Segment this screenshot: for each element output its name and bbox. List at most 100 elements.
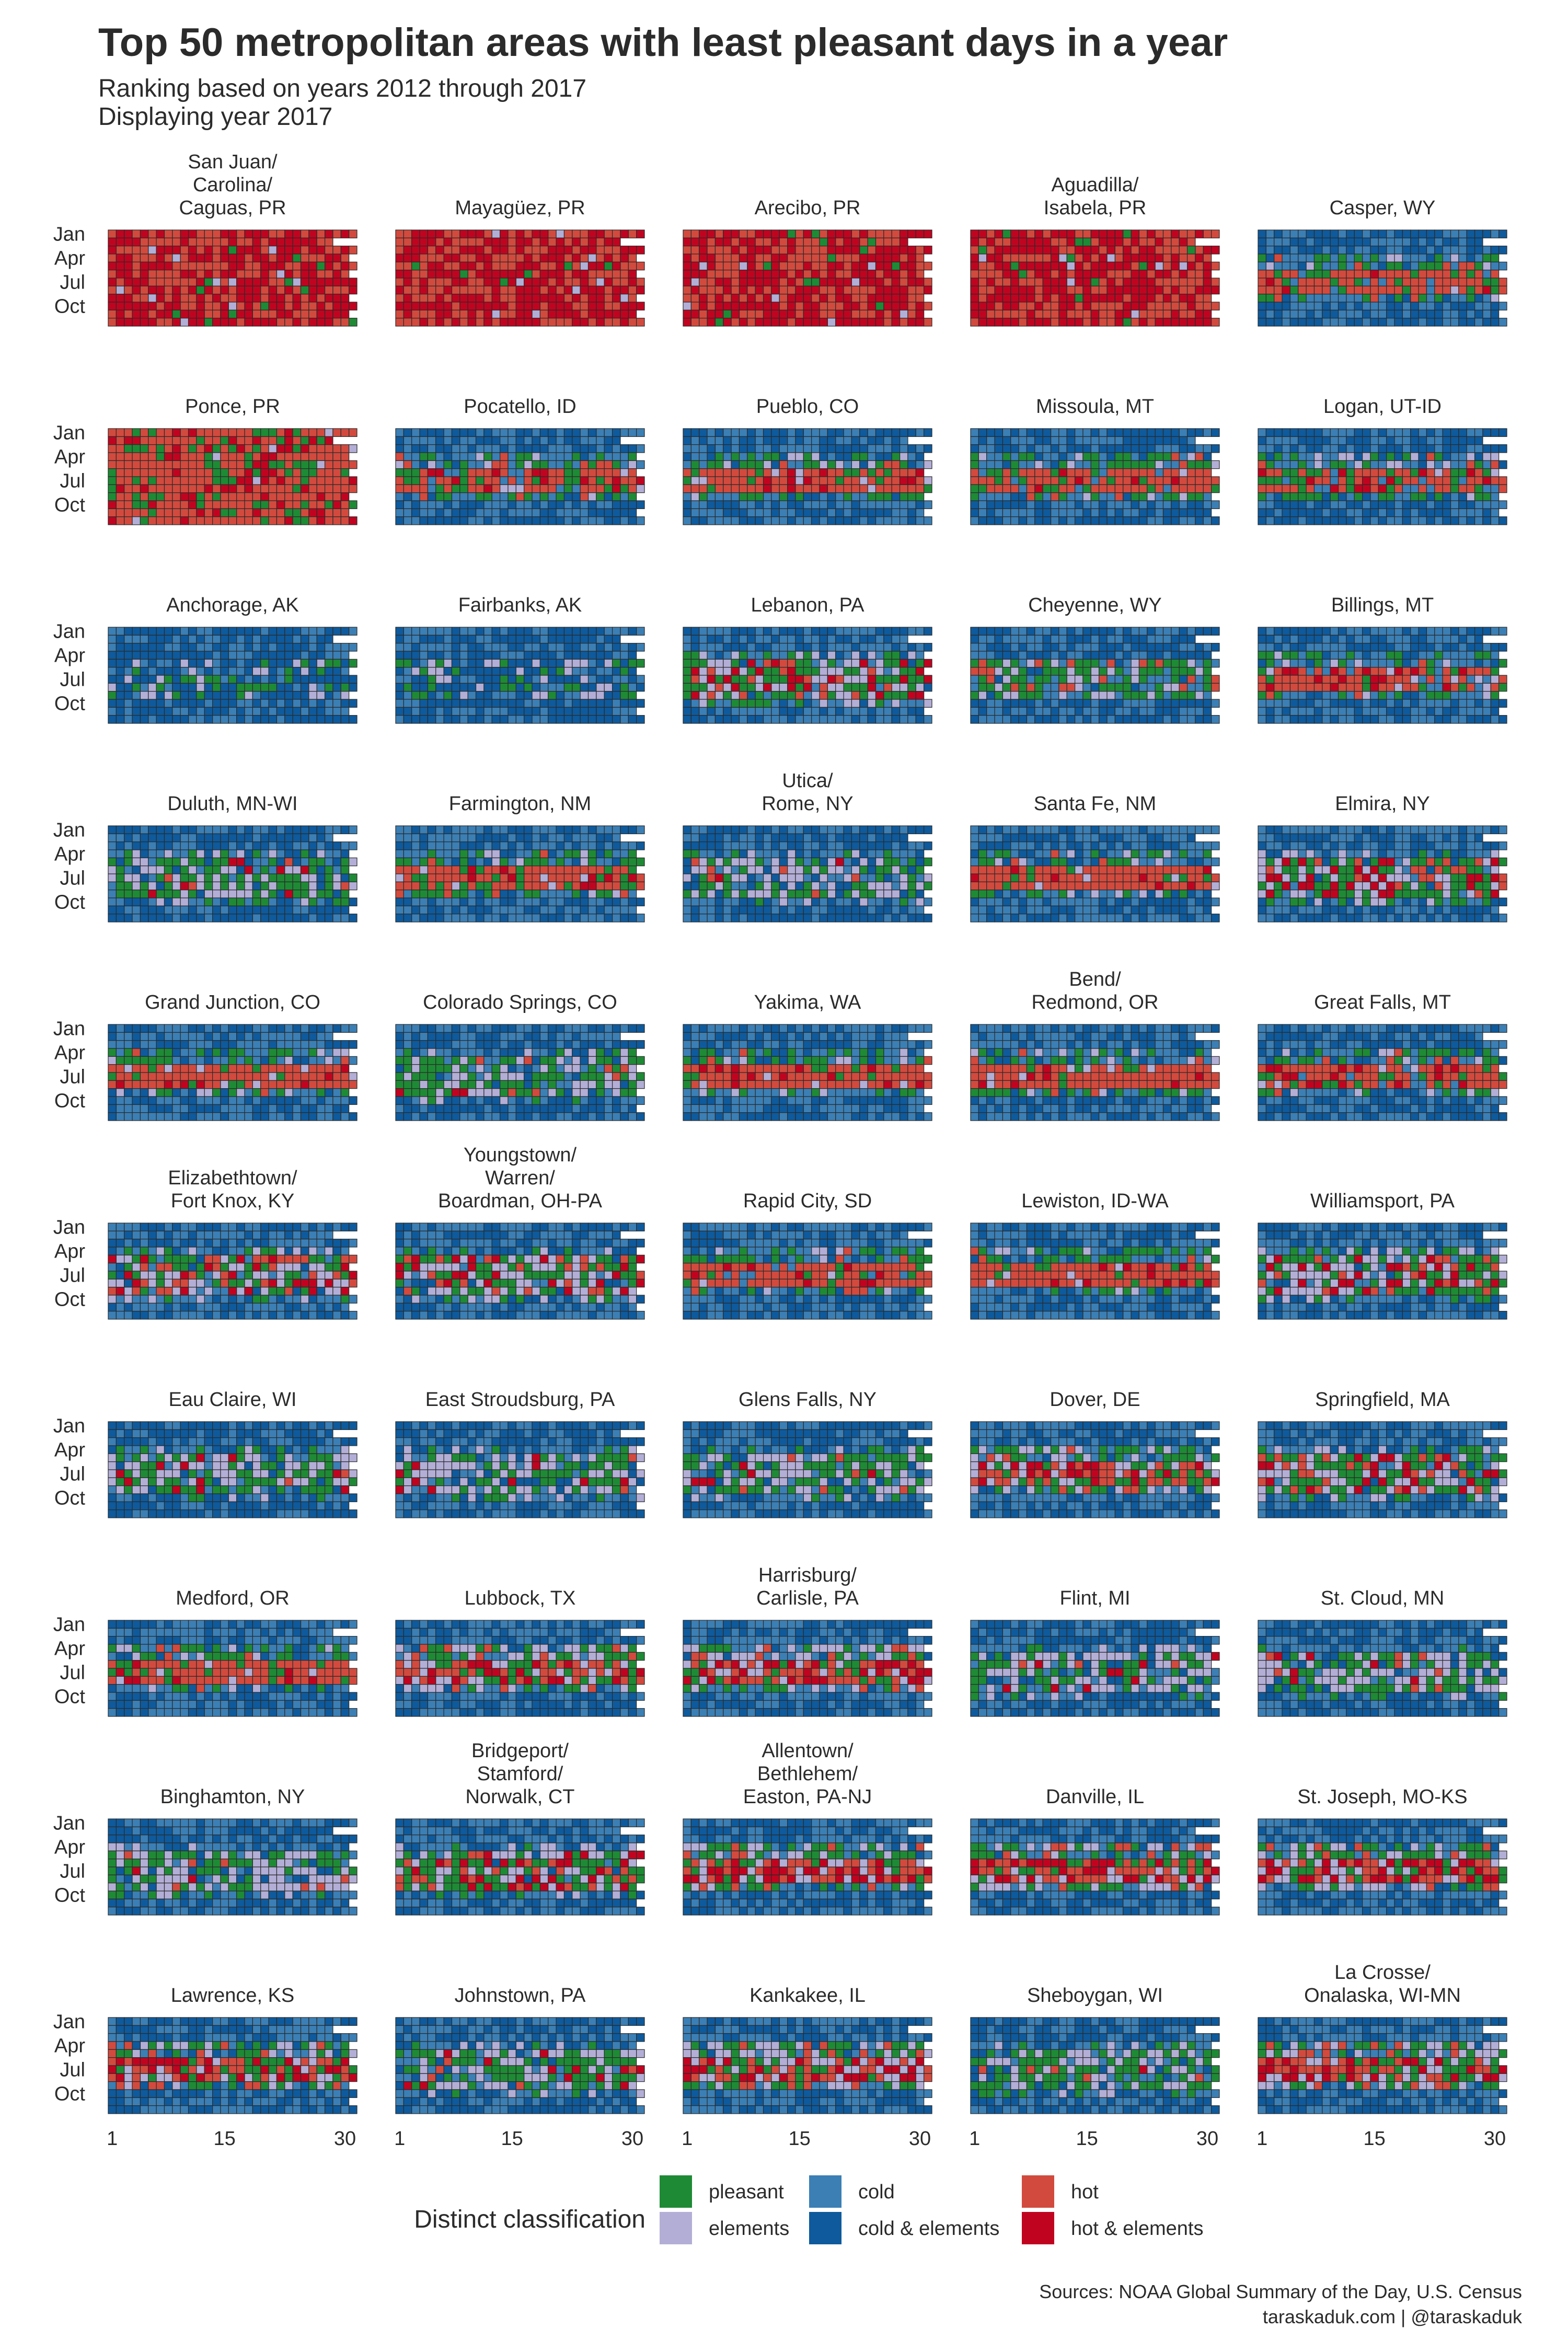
day-cell — [524, 270, 533, 279]
day-cell — [859, 294, 868, 303]
day-cell — [827, 318, 836, 327]
day-cell — [156, 500, 165, 509]
day-cell — [1298, 484, 1307, 493]
day-cell — [1066, 452, 1076, 461]
day-cell — [859, 285, 868, 295]
day-cell — [843, 468, 852, 477]
day-cell — [1289, 476, 1299, 485]
day-cell — [731, 715, 740, 724]
day-cell — [435, 667, 444, 676]
day-cell — [563, 452, 573, 461]
day-cell — [572, 253, 581, 262]
day-cell — [827, 444, 836, 453]
day-cell — [1402, 484, 1411, 493]
day-cell — [867, 667, 877, 676]
day-cell — [787, 460, 796, 469]
day-cell — [1282, 261, 1291, 271]
day-cell — [411, 468, 420, 477]
day-cell — [292, 436, 302, 445]
day-cell — [1338, 237, 1347, 247]
day-cell — [1099, 635, 1108, 644]
day-cell — [252, 643, 261, 652]
day-cell — [1131, 302, 1140, 310]
day-cell — [1442, 484, 1451, 493]
day-cell — [763, 285, 772, 295]
day-cell — [731, 270, 740, 279]
day-cell — [324, 318, 333, 327]
day-cell — [1090, 667, 1100, 676]
day-cell — [188, 261, 197, 271]
day-cell — [196, 270, 205, 279]
day-cell — [707, 460, 716, 469]
day-cell — [620, 428, 629, 437]
day-cell — [1434, 285, 1443, 295]
day-cell — [986, 302, 995, 310]
day-cell — [683, 651, 691, 660]
day-cell — [1450, 436, 1459, 445]
day-cell — [140, 508, 149, 517]
day-cell — [803, 229, 812, 238]
day-cell — [1171, 500, 1180, 509]
day-cell — [1155, 309, 1164, 319]
day-cell — [891, 237, 901, 247]
day-cell — [1313, 516, 1323, 525]
day-cell — [1075, 302, 1083, 310]
day-cell — [411, 691, 420, 700]
day-cell — [994, 508, 1004, 517]
day-cell — [1410, 229, 1419, 238]
day-cell — [148, 667, 157, 676]
day-cell — [699, 302, 708, 310]
day-cell — [300, 699, 309, 708]
day-cell — [1274, 237, 1283, 247]
day-cell — [443, 492, 453, 501]
day-cell — [1082, 302, 1091, 310]
day-cell — [811, 436, 820, 445]
day-cell — [300, 651, 309, 660]
day-cell — [1171, 309, 1180, 319]
day-cell — [1338, 309, 1347, 319]
day-cell — [196, 278, 205, 286]
day-cell — [867, 246, 877, 255]
day-cell — [308, 683, 317, 692]
day-cell — [556, 246, 565, 255]
day-cell — [164, 508, 173, 517]
day-cell — [451, 229, 460, 238]
day-cell — [1370, 476, 1379, 485]
day-cell — [419, 707, 429, 716]
day-cell — [986, 508, 995, 517]
day-cell — [284, 484, 293, 493]
y-tick-label: Jul — [60, 669, 85, 691]
day-cell — [580, 261, 589, 271]
day-cell — [411, 246, 420, 255]
day-cell — [795, 285, 804, 295]
day-cell — [475, 635, 485, 644]
day-cell — [1265, 229, 1275, 238]
day-cell — [915, 246, 925, 255]
day-cell — [587, 683, 597, 692]
day-cell — [419, 278, 429, 286]
day-cell — [164, 492, 173, 501]
day-cell — [1306, 444, 1315, 453]
day-cell — [1410, 508, 1419, 517]
day-cell — [268, 516, 278, 525]
day-cell — [212, 318, 221, 327]
day-cell — [1378, 253, 1387, 262]
day-cell — [891, 651, 901, 660]
day-cell — [324, 436, 333, 445]
day-cell — [714, 444, 724, 453]
day-cell — [252, 683, 261, 692]
day-cell — [1274, 229, 1283, 238]
day-cell — [228, 428, 237, 437]
day-cell — [683, 508, 691, 517]
day-cell — [707, 294, 716, 303]
day-cell — [843, 253, 852, 262]
day-cell — [628, 261, 637, 271]
day-cell — [970, 643, 979, 652]
day-cell — [587, 508, 597, 517]
day-cell — [1282, 294, 1291, 303]
day-cell — [188, 460, 197, 469]
day-cell — [636, 484, 645, 493]
day-cell — [628, 318, 637, 327]
day-cell — [1114, 309, 1124, 319]
day-cell — [580, 683, 589, 692]
